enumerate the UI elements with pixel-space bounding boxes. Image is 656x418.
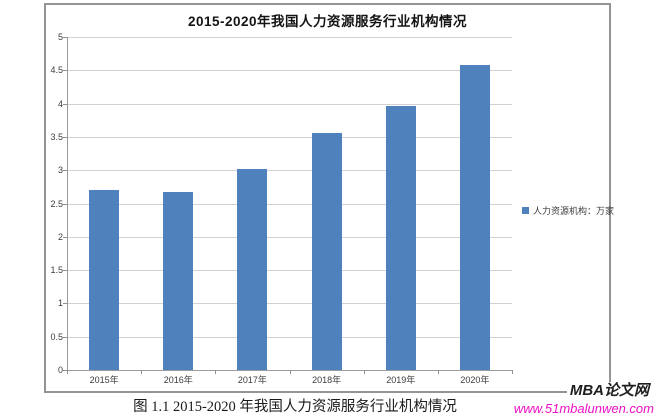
x-axis-label: 2020年 xyxy=(460,375,490,385)
y-axis-label: 2.5 xyxy=(50,198,63,209)
gridline xyxy=(67,270,512,272)
y-axis-label: 2 xyxy=(57,231,63,242)
legend: 人力资源机构：万家 xyxy=(522,204,614,217)
gridline xyxy=(67,70,512,72)
y-axis-tick xyxy=(63,37,67,38)
bar xyxy=(89,190,120,370)
y-axis-tick xyxy=(63,370,67,371)
gridline xyxy=(67,37,512,38)
y-axis-tick xyxy=(63,303,67,305)
x-axis-tick xyxy=(438,370,439,374)
gridline xyxy=(67,136,512,138)
bar xyxy=(385,106,416,370)
gridline xyxy=(67,103,512,105)
y-axis-label: 0.5 xyxy=(50,331,63,342)
gridline xyxy=(67,303,512,305)
gridline xyxy=(67,236,512,238)
gridline xyxy=(67,170,512,172)
y-axis-tick xyxy=(63,70,67,72)
chart-frame: 2015-2020年我国人力资源服务行业机构情况 人力资源机构：万家 0 0.5 1… xyxy=(44,3,614,393)
y-axis-tick xyxy=(63,236,67,238)
y-axis-label: 4.5 xyxy=(50,65,63,76)
x-axis-tick xyxy=(512,370,513,374)
y-axis-tick xyxy=(63,170,67,172)
legend-label: 人力资源机构：万家 xyxy=(533,206,615,216)
y-axis-tick xyxy=(63,336,67,338)
chart-title: 2015-2020年我国人力资源服务行业机构情况 xyxy=(187,14,468,29)
y-axis-label: 1.5 xyxy=(50,265,63,276)
bar xyxy=(311,133,342,370)
legend-marker-icon xyxy=(522,207,529,214)
x-axis-tick xyxy=(141,370,142,374)
y-axis-label: 5 xyxy=(57,32,63,42)
bar xyxy=(163,192,194,370)
bar xyxy=(459,65,490,370)
y-axis-label: 0 xyxy=(57,365,63,375)
gridline xyxy=(67,203,512,205)
y-axis-tick xyxy=(63,103,67,105)
bar xyxy=(237,169,268,370)
y-axis-label: 1 xyxy=(57,298,63,309)
x-axis-label: 2017年 xyxy=(237,375,267,385)
figure-caption: 图 1.1 2015-2020 年我国人力资源服务行业机构情况 xyxy=(133,399,457,415)
x-axis-line xyxy=(67,370,512,371)
x-axis-label: 2019年 xyxy=(386,375,416,385)
y-axis-label: 4 xyxy=(57,98,63,109)
y-axis-label: 3.5 xyxy=(50,131,63,142)
y-axis-tick xyxy=(63,203,67,205)
y-axis-label: 3 xyxy=(57,165,63,176)
x-axis-label: 2016年 xyxy=(163,375,193,385)
gridline xyxy=(67,336,512,338)
x-axis-label: 2018年 xyxy=(312,375,342,385)
y-axis-tick xyxy=(63,270,67,272)
x-axis-label: 2015年 xyxy=(89,375,119,385)
x-axis-tick xyxy=(364,370,365,374)
y-axis-tick xyxy=(63,136,67,138)
watermark-site-url: www.51mbalunwen.com xyxy=(513,401,654,416)
x-axis-tick xyxy=(290,370,291,374)
watermark-site-name: MBA论文网 xyxy=(566,382,652,399)
x-axis-tick xyxy=(215,370,216,374)
y-axis-line xyxy=(67,37,68,370)
x-axis-tick xyxy=(67,370,68,374)
